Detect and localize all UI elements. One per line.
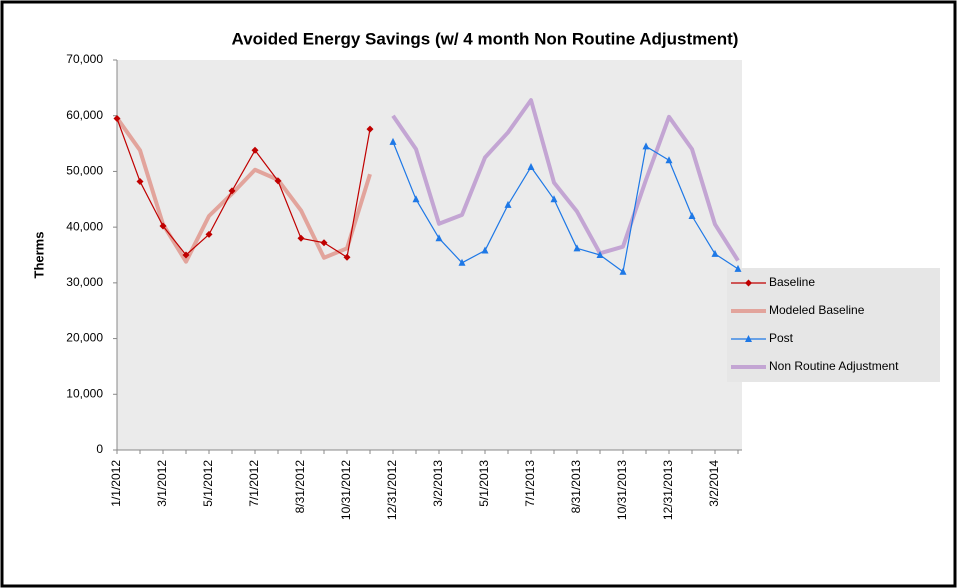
x-tick-label: 1/1/2012 xyxy=(109,460,123,507)
y-tick-label: 20,000 xyxy=(66,331,103,345)
series-line xyxy=(391,98,740,262)
plot-area xyxy=(117,60,742,450)
point xyxy=(527,162,535,170)
point xyxy=(251,146,259,154)
point xyxy=(389,137,397,145)
y-tick-label: 50,000 xyxy=(66,164,103,178)
point xyxy=(435,234,443,242)
legend-marker xyxy=(745,335,752,342)
x-tick-label: 5/1/2012 xyxy=(201,460,215,507)
x-tick-label: 10/31/2012 xyxy=(339,460,353,520)
x-tick-label: 7/1/2012 xyxy=(247,460,261,507)
x-tick-label: 3/2/2013 xyxy=(431,460,445,507)
x-tick-label: 7/1/2013 xyxy=(523,460,537,507)
x-tick-label: 3/1/2012 xyxy=(155,460,169,507)
point xyxy=(458,258,466,266)
point xyxy=(596,251,604,258)
point xyxy=(665,156,673,164)
point xyxy=(320,239,328,247)
x-tick-label: 5/1/2013 xyxy=(477,460,491,507)
point xyxy=(412,195,420,203)
point xyxy=(113,115,121,122)
chart-title: Avoided Energy Savings (w/ 4 month Non R… xyxy=(232,29,739,48)
series-line xyxy=(392,141,739,273)
point xyxy=(481,246,489,254)
point xyxy=(688,212,696,219)
legend-label: Modeled Baseline xyxy=(769,303,865,317)
x-tick-label: 3/2/2014 xyxy=(707,460,721,507)
point xyxy=(734,264,742,272)
point xyxy=(159,222,167,230)
point xyxy=(711,249,719,257)
point xyxy=(297,234,305,242)
x-tick-label: 12/31/2013 xyxy=(661,460,675,520)
point xyxy=(504,200,512,208)
point xyxy=(274,177,282,185)
y-tick-label: 0 xyxy=(96,442,103,456)
y-tick-label: 10,000 xyxy=(66,386,103,400)
point xyxy=(228,187,236,195)
legend-label: Baseline xyxy=(769,275,815,289)
legend-label: Post xyxy=(769,331,794,345)
legend xyxy=(727,268,940,382)
series-line xyxy=(116,118,371,258)
point xyxy=(343,253,351,261)
y-axis-label: Therms xyxy=(31,232,46,279)
point xyxy=(182,251,190,259)
x-tick-label: 8/31/2012 xyxy=(293,460,307,514)
point xyxy=(366,125,374,133)
x-tick-label: 12/31/2012 xyxy=(385,460,399,520)
point xyxy=(573,244,581,252)
legend-label: Non Routine Adjustment xyxy=(769,359,899,373)
y-tick-label: 30,000 xyxy=(66,275,103,289)
point xyxy=(136,177,144,185)
point xyxy=(550,195,558,203)
x-tick-label: 8/31/2013 xyxy=(569,460,583,514)
point xyxy=(205,230,213,238)
legend-marker xyxy=(745,279,752,287)
y-tick-label: 40,000 xyxy=(66,219,103,233)
y-tick-label: 70,000 xyxy=(66,52,103,66)
x-tick-label: 10/31/2013 xyxy=(615,460,629,520)
y-tick-label: 60,000 xyxy=(66,108,103,122)
point xyxy=(642,142,650,150)
point xyxy=(619,267,627,275)
series-line xyxy=(115,116,372,264)
